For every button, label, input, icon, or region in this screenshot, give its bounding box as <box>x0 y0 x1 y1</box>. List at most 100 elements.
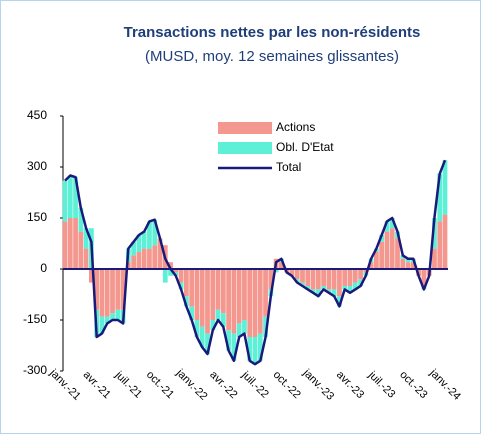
bar <box>104 269 110 317</box>
bar <box>421 269 427 286</box>
bar <box>437 173 443 222</box>
bar <box>131 241 136 256</box>
y-tick-label: 450 <box>27 108 47 122</box>
bar <box>67 175 73 218</box>
bar <box>205 269 210 334</box>
bar <box>231 269 237 334</box>
bar <box>99 316 105 334</box>
bar <box>115 309 121 320</box>
bar <box>210 269 216 320</box>
bar <box>432 248 437 269</box>
bar <box>305 286 311 290</box>
chart-subtitle: (MUSD, moy. 12 semaines glissantes) <box>145 48 399 65</box>
legend-label: Actions <box>276 120 315 134</box>
bar <box>294 269 300 280</box>
bar <box>395 238 400 269</box>
bar <box>300 269 305 283</box>
legend-swatch <box>218 142 272 154</box>
legend-swatch <box>218 122 272 134</box>
bar <box>205 333 210 354</box>
bar <box>226 269 231 331</box>
bar <box>247 337 253 361</box>
bar <box>141 248 147 269</box>
bar <box>342 269 348 286</box>
bar <box>220 269 226 314</box>
bar <box>247 269 253 337</box>
bar <box>110 313 115 320</box>
bar <box>400 255 406 259</box>
bar <box>442 160 448 215</box>
legend-label: Obl. D'Etat <box>276 140 334 154</box>
bar <box>231 333 237 361</box>
y-tick-label: -300 <box>23 363 47 377</box>
bar <box>199 326 205 348</box>
bar <box>62 221 68 269</box>
bar <box>442 214 448 269</box>
bar <box>268 269 274 290</box>
bar <box>300 282 305 286</box>
bar <box>389 218 395 229</box>
bar <box>347 286 353 293</box>
y-tick-label: 300 <box>27 159 47 173</box>
bar <box>220 313 226 327</box>
y-tick-label: 150 <box>27 210 47 224</box>
bar <box>374 252 379 269</box>
bar <box>78 207 84 232</box>
bar <box>315 289 321 297</box>
y-tick-label: -150 <box>23 312 47 326</box>
bar <box>194 269 200 320</box>
bar <box>432 218 437 249</box>
bar <box>321 269 326 286</box>
bar <box>257 269 263 334</box>
bar <box>337 269 342 297</box>
bar <box>184 269 189 297</box>
legend-label: Total <box>276 160 301 174</box>
bar <box>78 231 84 269</box>
bar <box>400 258 406 269</box>
y-tick-label: 0 <box>40 261 47 275</box>
bar <box>257 333 263 361</box>
bar <box>347 269 353 286</box>
bar <box>279 262 284 269</box>
bar <box>94 269 100 310</box>
bar <box>326 289 332 293</box>
bar <box>405 262 411 269</box>
bar <box>199 269 205 327</box>
bar <box>331 269 337 290</box>
bar <box>189 306 195 320</box>
bar <box>136 252 142 269</box>
bar <box>178 269 184 283</box>
bar <box>326 269 332 290</box>
bar <box>194 320 200 337</box>
bar <box>110 269 115 314</box>
bar <box>215 309 221 320</box>
bar <box>379 241 385 269</box>
bar <box>342 286 348 290</box>
bar <box>173 269 179 273</box>
bar <box>131 255 136 269</box>
bar <box>83 228 89 249</box>
bar <box>89 269 94 283</box>
bar <box>331 289 337 297</box>
bar <box>152 219 158 246</box>
bar <box>242 320 247 334</box>
bar <box>358 269 363 280</box>
bar <box>215 269 221 310</box>
bar <box>337 296 342 307</box>
bar <box>83 248 89 269</box>
bar <box>389 228 395 269</box>
chart-title: Transactions nettes par les non-résident… <box>124 24 421 41</box>
bar <box>273 269 279 273</box>
bar <box>410 262 416 269</box>
bar <box>384 231 390 269</box>
bar <box>384 221 390 232</box>
bar <box>363 269 369 273</box>
bar <box>67 218 73 269</box>
bar <box>310 289 316 293</box>
bar <box>242 269 247 320</box>
bar <box>263 316 268 337</box>
bar <box>236 269 242 324</box>
bar <box>263 269 268 317</box>
bar <box>115 269 121 310</box>
